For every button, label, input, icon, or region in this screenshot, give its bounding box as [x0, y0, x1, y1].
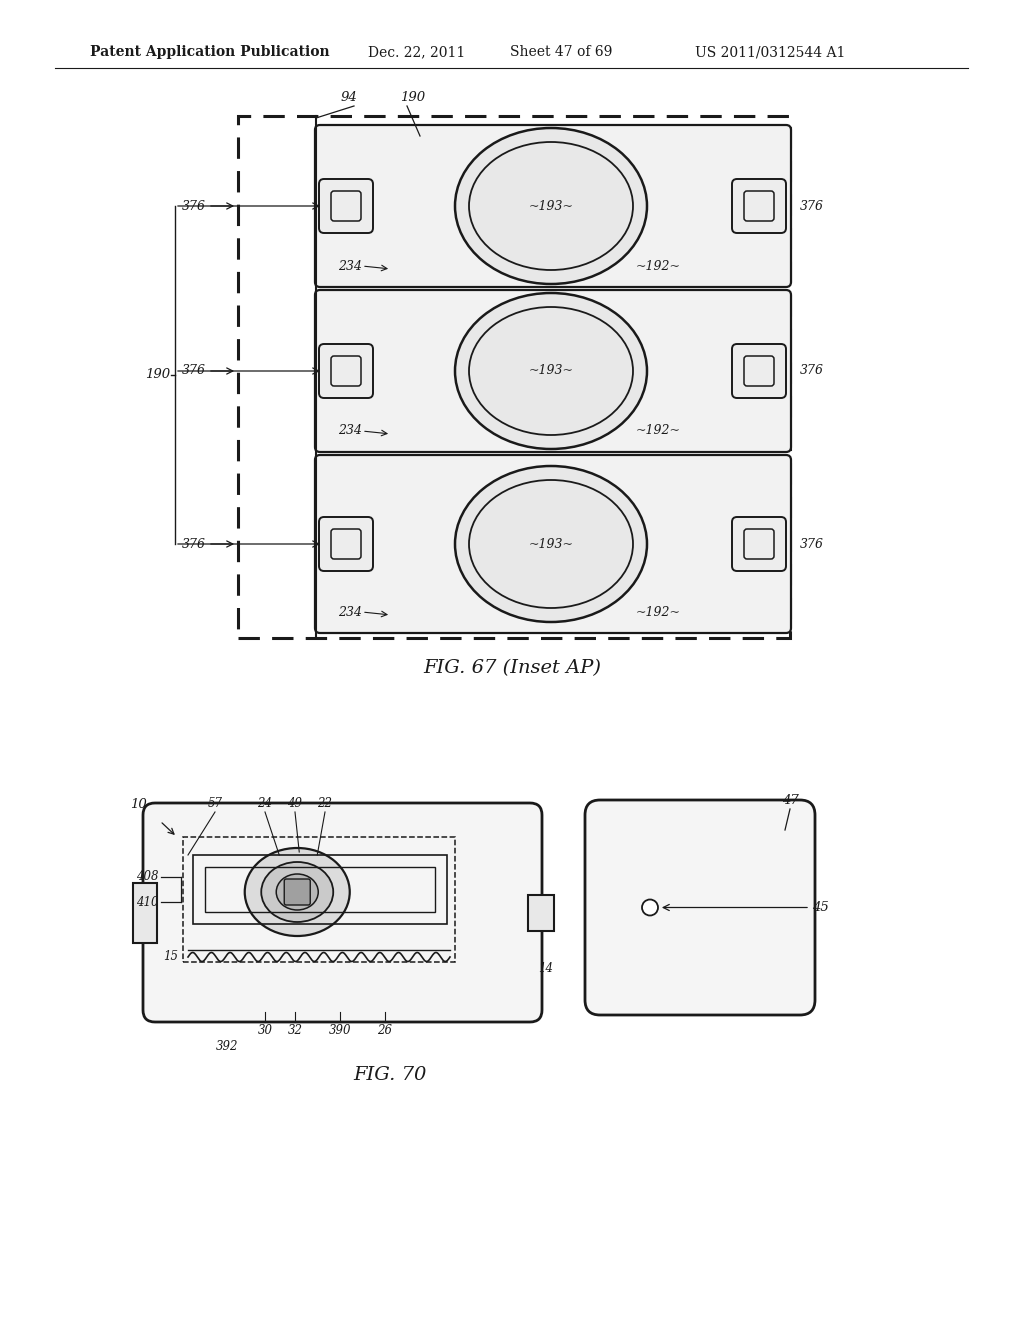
Text: 190: 190 [144, 368, 170, 381]
Text: 376: 376 [800, 537, 824, 550]
Text: 26: 26 [378, 1024, 392, 1038]
Text: ~193~: ~193~ [528, 364, 573, 378]
FancyBboxPatch shape [732, 180, 786, 234]
Text: ~193~: ~193~ [528, 537, 573, 550]
Text: 376: 376 [800, 199, 824, 213]
Text: 376: 376 [182, 364, 206, 378]
Text: 15: 15 [163, 950, 178, 964]
Text: FIG. 70: FIG. 70 [353, 1067, 427, 1084]
Text: 392: 392 [216, 1040, 239, 1053]
FancyBboxPatch shape [319, 517, 373, 572]
Text: 408: 408 [136, 870, 159, 883]
FancyBboxPatch shape [732, 345, 786, 399]
Circle shape [642, 899, 658, 916]
Ellipse shape [261, 862, 333, 921]
FancyBboxPatch shape [315, 455, 791, 634]
Text: ~192~: ~192~ [636, 606, 681, 619]
Ellipse shape [245, 847, 350, 936]
Bar [133, 883, 157, 942]
Bar [183, 837, 455, 962]
Text: ~192~: ~192~ [636, 260, 681, 272]
FancyBboxPatch shape [319, 180, 373, 234]
FancyBboxPatch shape [285, 879, 310, 906]
FancyBboxPatch shape [319, 345, 373, 399]
Text: Dec. 22, 2011: Dec. 22, 2011 [368, 45, 465, 59]
Text: 47: 47 [781, 795, 799, 807]
Ellipse shape [455, 293, 647, 449]
Ellipse shape [455, 128, 647, 284]
Text: ~192~: ~192~ [636, 425, 681, 437]
Text: 10: 10 [130, 799, 147, 810]
Text: 234: 234 [338, 606, 362, 619]
Text: 376: 376 [800, 364, 824, 378]
Text: 57: 57 [208, 797, 222, 810]
Text: 410: 410 [136, 895, 159, 908]
Text: 14: 14 [539, 962, 554, 975]
Text: 376: 376 [182, 537, 206, 550]
Bar [193, 855, 447, 924]
Text: 234: 234 [338, 425, 362, 437]
FancyBboxPatch shape [732, 517, 786, 572]
FancyBboxPatch shape [315, 125, 791, 286]
Text: 22: 22 [317, 797, 333, 810]
Text: 32: 32 [288, 1024, 302, 1038]
Bar [528, 895, 554, 931]
Text: 190: 190 [400, 91, 425, 104]
Text: 234: 234 [338, 260, 362, 272]
Text: Sheet 47 of 69: Sheet 47 of 69 [510, 45, 612, 59]
Text: US 2011/0312544 A1: US 2011/0312544 A1 [695, 45, 846, 59]
Text: 376: 376 [182, 199, 206, 213]
Text: 94: 94 [341, 91, 357, 104]
FancyBboxPatch shape [143, 803, 542, 1022]
Text: 45: 45 [812, 902, 828, 913]
FancyBboxPatch shape [585, 800, 815, 1015]
Bar [238, 116, 790, 638]
Bar [205, 867, 435, 912]
Text: 24: 24 [257, 797, 272, 810]
Ellipse shape [276, 874, 318, 909]
Ellipse shape [455, 466, 647, 622]
Text: 390: 390 [329, 1024, 351, 1038]
Text: ~193~: ~193~ [528, 199, 573, 213]
FancyBboxPatch shape [315, 290, 791, 451]
Text: 49: 49 [288, 797, 302, 810]
Text: Patent Application Publication: Patent Application Publication [90, 45, 330, 59]
Text: 30: 30 [257, 1024, 272, 1038]
Text: FIG. 67 (Inset AP): FIG. 67 (Inset AP) [423, 659, 601, 677]
